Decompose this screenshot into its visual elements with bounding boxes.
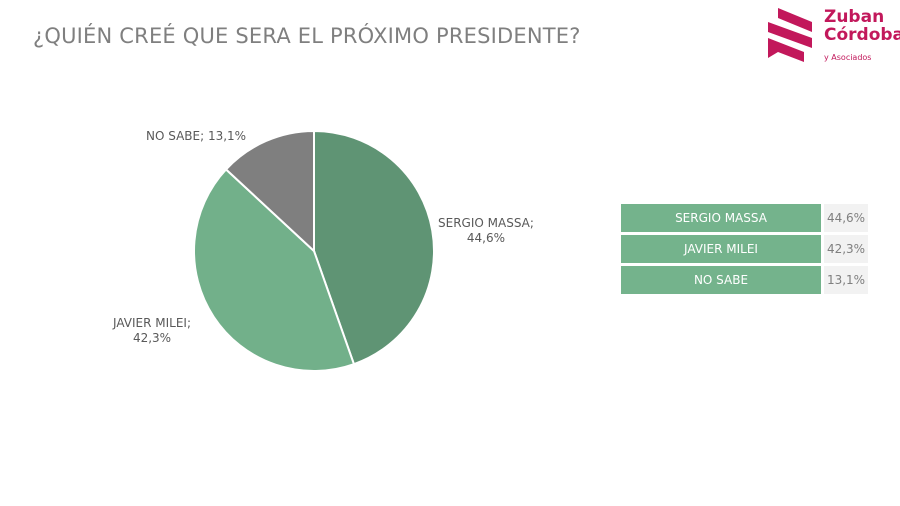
table-row: JAVIER MILEI 42,3%: [621, 235, 868, 263]
data-label-nosabe: NO SABE; 13,1%: [146, 129, 247, 143]
page-title: ¿QUIÉN CREÉ QUE SERA EL PRÓXIMO PRESIDEN…: [33, 24, 581, 48]
logo-line1: Zuban: [824, 7, 885, 27]
data-label-massa-name: SERGIO MASSA;: [438, 216, 534, 230]
table-row: NO SABE 13,1%: [621, 266, 868, 294]
logo: Zuban Córdoba y Asociados: [764, 6, 900, 66]
data-label-massa: SERGIO MASSA; 44,6%: [438, 216, 534, 246]
table-row: SERGIO MASSA 44,6%: [621, 204, 868, 232]
data-label-milei: JAVIER MILEI; 42,3%: [113, 316, 191, 346]
logo-line2: Córdoba: [824, 25, 900, 45]
data-label-massa-value: 44,6%: [466, 231, 506, 245]
pie-slice-javier-milei: [193, 167, 356, 372]
logo-subtitle: y Asociados: [824, 53, 872, 62]
pie-slice-no-sabe: [224, 129, 315, 254]
row-name: JAVIER MILEI: [621, 235, 821, 263]
row-name: NO SABE: [621, 266, 821, 294]
pie-slice-sergio-massa: [313, 129, 435, 366]
data-label-milei-name: JAVIER MILEI;: [113, 316, 191, 330]
row-value: 13,1%: [824, 266, 868, 294]
row-value: 44,6%: [824, 204, 868, 232]
row-value: 42,3%: [824, 235, 868, 263]
results-table: SERGIO MASSA 44,6% JAVIER MILEI 42,3% NO…: [621, 204, 868, 297]
logo-stripes-icon: [768, 8, 812, 62]
row-name: SERGIO MASSA: [621, 204, 821, 232]
data-label-milei-value: 42,3%: [132, 331, 172, 345]
logo-name: Zuban Córdoba: [824, 8, 900, 44]
